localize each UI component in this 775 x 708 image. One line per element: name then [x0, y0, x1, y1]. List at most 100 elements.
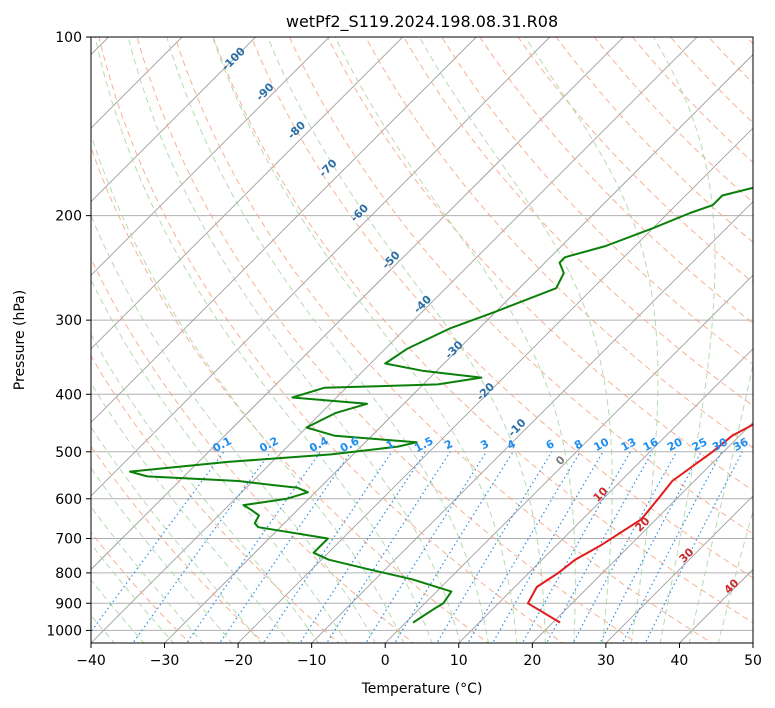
isotherm	[91, 37, 183, 129]
mixing-ratio-line	[491, 451, 604, 643]
dry-adiabat-label: -20	[474, 380, 497, 403]
mixing-ratio-label: 2	[442, 437, 455, 452]
x-tick-label: 50	[744, 653, 762, 669]
x-tick-label: −20	[223, 653, 253, 669]
x-tick-label: 0	[381, 653, 390, 669]
x-tick-label: −40	[76, 653, 106, 669]
y-tick-label: 800	[55, 566, 82, 582]
dry-adiabat	[517, 37, 753, 284]
isotherm	[91, 37, 698, 643]
dry-adiabat	[136, 37, 639, 643]
isotherm	[311, 201, 753, 643]
temperature-line	[526, 423, 753, 624]
mixing-ratio-line	[599, 451, 702, 643]
moist-adiabat	[524, 37, 659, 643]
mixing-ratio-label: 30	[710, 435, 730, 454]
mixing-ratio-line	[467, 451, 581, 643]
isotherm	[458, 348, 753, 643]
mixing-ratio-label: 25	[690, 435, 710, 454]
mixing-ratio-line	[219, 451, 352, 643]
dry-adiabat-label: -80	[285, 118, 308, 141]
mixing-ratio-line	[132, 451, 272, 643]
dry-adiabat-label: -50	[379, 248, 402, 271]
dry-adiabat	[441, 37, 753, 365]
dewpoint-line	[129, 186, 753, 624]
x-tick-label: 30	[597, 653, 615, 669]
mixing-ratio-label: 10	[592, 435, 612, 454]
y-tick-label: 200	[55, 209, 82, 225]
dry-adiabat-label: 0	[553, 453, 568, 468]
y-tick-label: 700	[55, 532, 82, 548]
y-tick-label: 1000	[46, 623, 82, 639]
moist-adiabat	[91, 543, 175, 643]
dry-adiabat	[91, 354, 340, 643]
dry-adiabat	[91, 531, 191, 643]
dry-adiabat-label: 20	[633, 514, 653, 534]
dry-adiabat	[403, 37, 753, 407]
moist-adiabat	[91, 278, 348, 643]
dry-adiabat-label: -90	[253, 80, 276, 103]
mixing-ratio-label: 13	[619, 435, 639, 454]
isotherm	[237, 127, 753, 643]
x-tick-label: −10	[297, 653, 327, 669]
dry-adiabat	[91, 445, 266, 643]
mixing-ratio-line	[185, 451, 321, 643]
moist-adiabat	[166, 37, 489, 643]
dry-adiabat-label: 10	[591, 484, 611, 504]
isotherm	[531, 421, 753, 643]
x-axis-label: Temperature (°C)	[361, 681, 483, 697]
moist-adiabat	[334, 37, 576, 643]
dry-adiabat-label: 30	[677, 545, 697, 565]
moist-adiabat	[91, 579, 145, 643]
isotherm	[91, 37, 551, 497]
dry-adiabat	[212, 37, 753, 624]
dry-adiabat	[288, 37, 753, 535]
dry-adiabat	[91, 257, 415, 643]
dry-adiabat	[91, 146, 489, 643]
dry-adiabat	[631, 37, 753, 164]
mixing-ratio-line	[365, 451, 487, 643]
moist-adiabat	[418, 37, 613, 643]
mixing-ratio-line	[545, 451, 653, 643]
y-tick-label: 100	[55, 30, 82, 46]
isotherm	[91, 37, 257, 203]
moist-adiabat	[91, 333, 319, 643]
mixing-ratio-line	[521, 451, 631, 643]
moist-adiabat	[653, 37, 716, 643]
x-tick-label: 20	[523, 653, 541, 669]
dry-adiabat	[250, 37, 753, 579]
x-tick-label: −30	[150, 653, 180, 669]
y-tick-label: 400	[55, 387, 82, 403]
mixing-ratio-line	[326, 451, 451, 643]
moist-adiabat	[267, 37, 546, 643]
moist-adiabat	[127, 37, 461, 643]
mixing-ratio-label: 3	[478, 437, 491, 452]
mixing-ratio-label: 16	[641, 435, 661, 454]
dry-adiabat-label: -30	[442, 338, 465, 361]
chart-title: wetPf2_S119.2024.198.08.31.R08	[286, 12, 558, 32]
moist-adiabat	[91, 426, 262, 643]
moist-adiabat	[91, 467, 233, 643]
mixing-ratio-line	[436, 451, 553, 643]
isotherm	[605, 495, 753, 643]
moist-adiabat	[91, 133, 405, 643]
background-lines	[91, 37, 753, 643]
y-tick-label: 300	[55, 313, 82, 329]
y-tick-label: 500	[55, 445, 82, 461]
moist-adiabat	[688, 362, 753, 643]
isotherm	[384, 274, 753, 643]
plot-frame	[90, 36, 754, 644]
mixing-ratio-line	[644, 451, 743, 643]
dry-adiabat	[593, 37, 753, 203]
dry-adiabat	[707, 37, 753, 84]
dry-adiabat	[365, 37, 753, 449]
dry-adiabat	[479, 37, 753, 324]
dry-adiabat	[98, 37, 564, 643]
moist-adiabat	[94, 37, 433, 643]
isotherm	[91, 37, 477, 423]
y-axis-label: Pressure (hPa)	[12, 290, 28, 390]
x-tick-label: 40	[671, 653, 689, 669]
dry-adiabat	[745, 37, 753, 45]
mixing-ratio-label: 6	[544, 437, 557, 452]
